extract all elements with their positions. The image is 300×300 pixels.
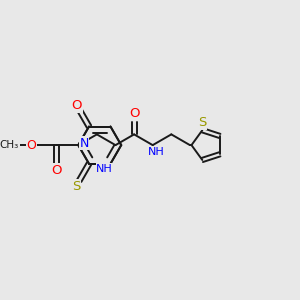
Text: S: S	[72, 180, 80, 193]
Text: CH₃: CH₃	[0, 140, 19, 150]
Text: O: O	[71, 99, 82, 112]
Text: NH: NH	[148, 147, 165, 157]
Text: O: O	[27, 139, 37, 152]
Text: S: S	[198, 116, 206, 129]
Text: O: O	[52, 164, 62, 177]
Text: O: O	[129, 107, 139, 120]
Text: N: N	[80, 137, 89, 150]
Text: NH: NH	[96, 164, 113, 174]
